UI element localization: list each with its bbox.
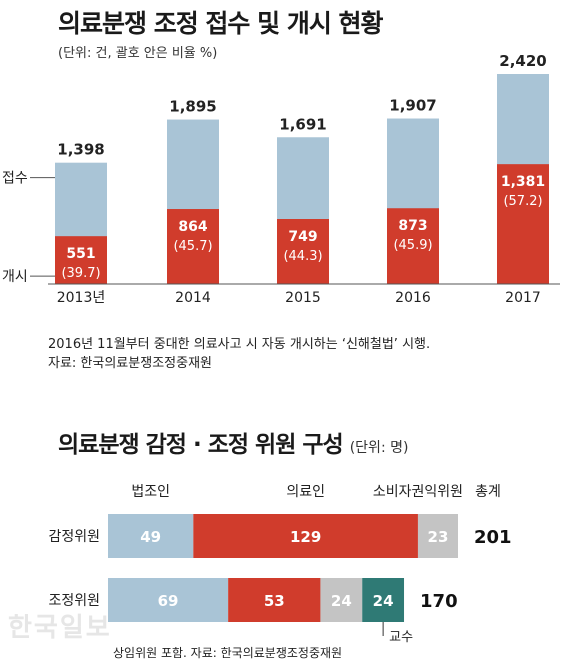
segment-value-0-1: 129 xyxy=(290,528,321,546)
chart2-title: 의료분쟁 감정 · 조정 위원 구성 (단위: 명) xyxy=(58,425,408,459)
bar-opened-4 xyxy=(497,164,549,284)
segment-value-1-2: 24 xyxy=(331,592,352,610)
x-tick-2: 2015 xyxy=(285,290,321,306)
label-opened-4: 1,381 xyxy=(501,174,545,190)
total-header: 총계 xyxy=(475,484,501,500)
label-ratio-3: (45.9) xyxy=(393,238,432,253)
segment-value-1-0: 69 xyxy=(158,592,179,610)
segment-value-0-2: 23 xyxy=(428,528,449,546)
row-total-1: 170 xyxy=(420,591,458,612)
bar-opened-0 xyxy=(55,236,107,284)
chart1-svg: 1,398 551 (39.7) 2013년 1,895 864 (45.7) 2014 1,6… xyxy=(2,52,560,306)
segment-1-1 xyxy=(228,578,321,622)
x-tick-4: 2017 xyxy=(505,290,541,306)
segment-header-2: 소비자권익위원 xyxy=(373,484,463,500)
bar-opened-3 xyxy=(387,208,439,284)
label-ratio-4: (57.2) xyxy=(503,194,542,209)
row-label-0: 감정위원 xyxy=(48,529,100,545)
segment-0-0 xyxy=(108,514,194,558)
chart2-footnote: 상임위원 포함. 자료: 한국의료분쟁조정중재원 xyxy=(113,646,343,660)
segment-value-1-3: 24 xyxy=(373,592,394,610)
x-tick-0: 2013년 xyxy=(57,290,106,306)
watermark-logo: 한국일보 xyxy=(8,613,112,643)
x-tick-1: 2014 xyxy=(175,290,211,306)
label-opened-3: 873 xyxy=(398,218,427,234)
x-tick-3: 2016 xyxy=(395,290,431,306)
label-opened-1: 864 xyxy=(178,219,207,235)
label-ratio-2: (44.3) xyxy=(283,249,322,264)
series-label-opened: 개시 xyxy=(2,269,28,285)
chart1-source: 자료: 한국의료분쟁조정중재원 xyxy=(48,356,212,371)
row-total-0: 201 xyxy=(474,527,512,548)
chart2-unit: (단위: 명) xyxy=(349,440,409,456)
label-opened-2: 749 xyxy=(288,229,317,245)
label-received-2: 1,691 xyxy=(279,115,326,133)
segment-1-3 xyxy=(362,578,405,622)
chart2-title-text: 의료분쟁 감정 · 조정 위원 구성 xyxy=(58,432,344,458)
bar-opened-1 xyxy=(167,209,219,284)
segment-0-1 xyxy=(193,514,418,558)
label-received-4: 2,420 xyxy=(499,52,546,70)
label-received-1: 1,895 xyxy=(169,98,216,116)
segment-0-2 xyxy=(417,514,458,558)
segment-header-3: 교수 xyxy=(389,630,413,645)
label-ratio-0: (39.7) xyxy=(61,266,100,281)
chart1-unit: (단위: 건, 괄호 안은 비율 %) xyxy=(58,46,218,61)
label-received-3: 1,907 xyxy=(389,97,436,115)
segment-value-0-0: 49 xyxy=(140,528,161,546)
segment-header-1: 의료인 xyxy=(286,484,325,500)
bar-opened-2 xyxy=(277,219,329,284)
series-label-received: 접수 xyxy=(2,171,28,187)
chart1-title: 의료분쟁 조정 접수 및 개시 현황 xyxy=(58,9,384,38)
segment-header-0: 법조인 xyxy=(131,484,170,500)
segment-1-0 xyxy=(108,578,229,622)
segment-value-1-1: 53 xyxy=(264,592,285,610)
label-received-0: 1,398 xyxy=(57,141,104,159)
label-ratio-1: (45.7) xyxy=(173,239,212,254)
segment-1-2 xyxy=(320,578,363,622)
row-label-1: 조정위원 xyxy=(48,593,100,609)
label-opened-0: 551 xyxy=(66,246,95,262)
chart1-note: 2016년 11월부터 중대한 의료사고 시 자동 개시하는 ‘신해철법’ 시행… xyxy=(48,337,431,352)
